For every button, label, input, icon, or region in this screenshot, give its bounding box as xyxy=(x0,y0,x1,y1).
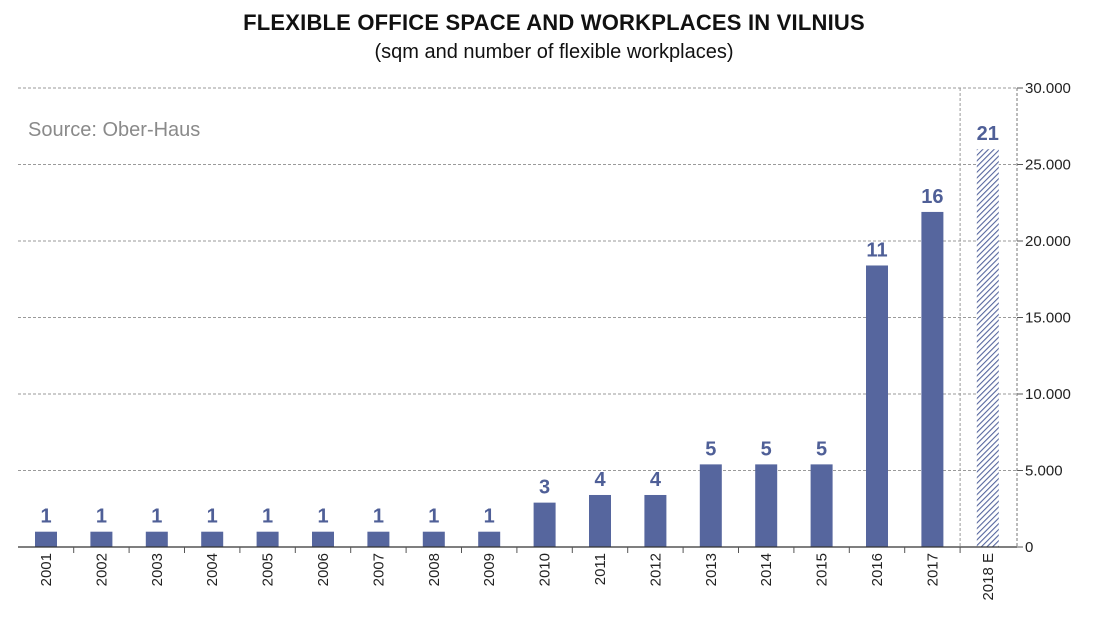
data-label: 4 xyxy=(650,469,662,491)
bar xyxy=(90,531,113,547)
x-tick-label: 2008 xyxy=(426,553,443,586)
data-label: 1 xyxy=(317,506,328,528)
x-tick-label: 2010 xyxy=(537,553,554,586)
x-tick-label: 2001 xyxy=(38,553,55,586)
x-tick-label: 2011 xyxy=(592,553,609,585)
x-tick-label: 2014 xyxy=(758,553,775,586)
bar xyxy=(145,531,168,547)
source-note: Source: Ober-Haus xyxy=(28,119,200,141)
bar xyxy=(644,494,667,547)
data-label: 1 xyxy=(40,506,51,528)
data-label: 3 xyxy=(539,477,550,499)
data-label: 1 xyxy=(484,506,495,528)
data-label: 1 xyxy=(207,506,218,528)
x-tick-label: 2018 E xyxy=(980,553,997,601)
data-label: 1 xyxy=(428,506,439,528)
y-tick-label: 15.000 xyxy=(1025,310,1071,327)
y-tick-label: 5.000 xyxy=(1025,463,1063,480)
bar xyxy=(478,531,501,547)
bar xyxy=(312,531,334,547)
bar xyxy=(533,502,556,547)
bar xyxy=(367,531,390,547)
y-tick-label: 30.000 xyxy=(1025,80,1071,97)
gridlines xyxy=(18,87,1017,471)
y-tick-label: 10.000 xyxy=(1025,386,1071,403)
bar xyxy=(256,531,279,547)
data-label: 4 xyxy=(594,469,606,491)
x-tick-label: 2009 xyxy=(481,553,498,586)
bar-estimate xyxy=(976,149,999,547)
y-tick-label: 0 xyxy=(1025,539,1033,556)
data-label: 1 xyxy=(96,506,107,528)
x-tick-label: 2005 xyxy=(260,553,277,586)
x-tick-label: 2006 xyxy=(315,553,332,586)
bar xyxy=(810,464,833,547)
bar xyxy=(866,265,888,547)
bar xyxy=(201,531,224,547)
x-tick-label: 2007 xyxy=(370,553,387,586)
data-label: 1 xyxy=(151,506,162,528)
chart-subtitle: (sqm and number of flexible workplaces) xyxy=(374,41,734,63)
bar xyxy=(35,531,57,547)
bars xyxy=(35,149,999,547)
data-label: 1 xyxy=(262,506,273,528)
x-tick-label: 2003 xyxy=(149,553,166,586)
bar xyxy=(699,464,722,547)
data-label: 21 xyxy=(977,123,999,145)
x-tick-label: 2017 xyxy=(924,553,941,586)
x-tick-label: 2016 xyxy=(869,553,886,586)
chart-title: FLEXIBLE OFFICE SPACE AND WORKPLACES IN … xyxy=(243,10,865,35)
x-tick-label: 2012 xyxy=(647,553,664,586)
bar xyxy=(422,531,445,547)
data-label: 5 xyxy=(705,438,716,460)
data-label: 1 xyxy=(373,506,384,528)
bar xyxy=(755,464,778,547)
x-tick-label: 2015 xyxy=(814,553,831,586)
y-tick-label: 25.000 xyxy=(1025,157,1071,174)
x-tick-label: 2013 xyxy=(703,553,720,586)
axes: 0 5.000 10.000 15.000 20.000 25.000 30.000 2001… xyxy=(18,80,1071,601)
bar xyxy=(589,494,611,547)
x-tick-label: 2004 xyxy=(204,553,221,586)
data-label: 11 xyxy=(866,239,887,261)
y-tick-label: 20.000 xyxy=(1025,233,1071,250)
data-label: 5 xyxy=(761,438,772,460)
data-label: 5 xyxy=(816,438,827,460)
x-tick-label: 2002 xyxy=(93,553,110,586)
data-label: 16 xyxy=(921,186,943,208)
bar xyxy=(921,211,944,547)
